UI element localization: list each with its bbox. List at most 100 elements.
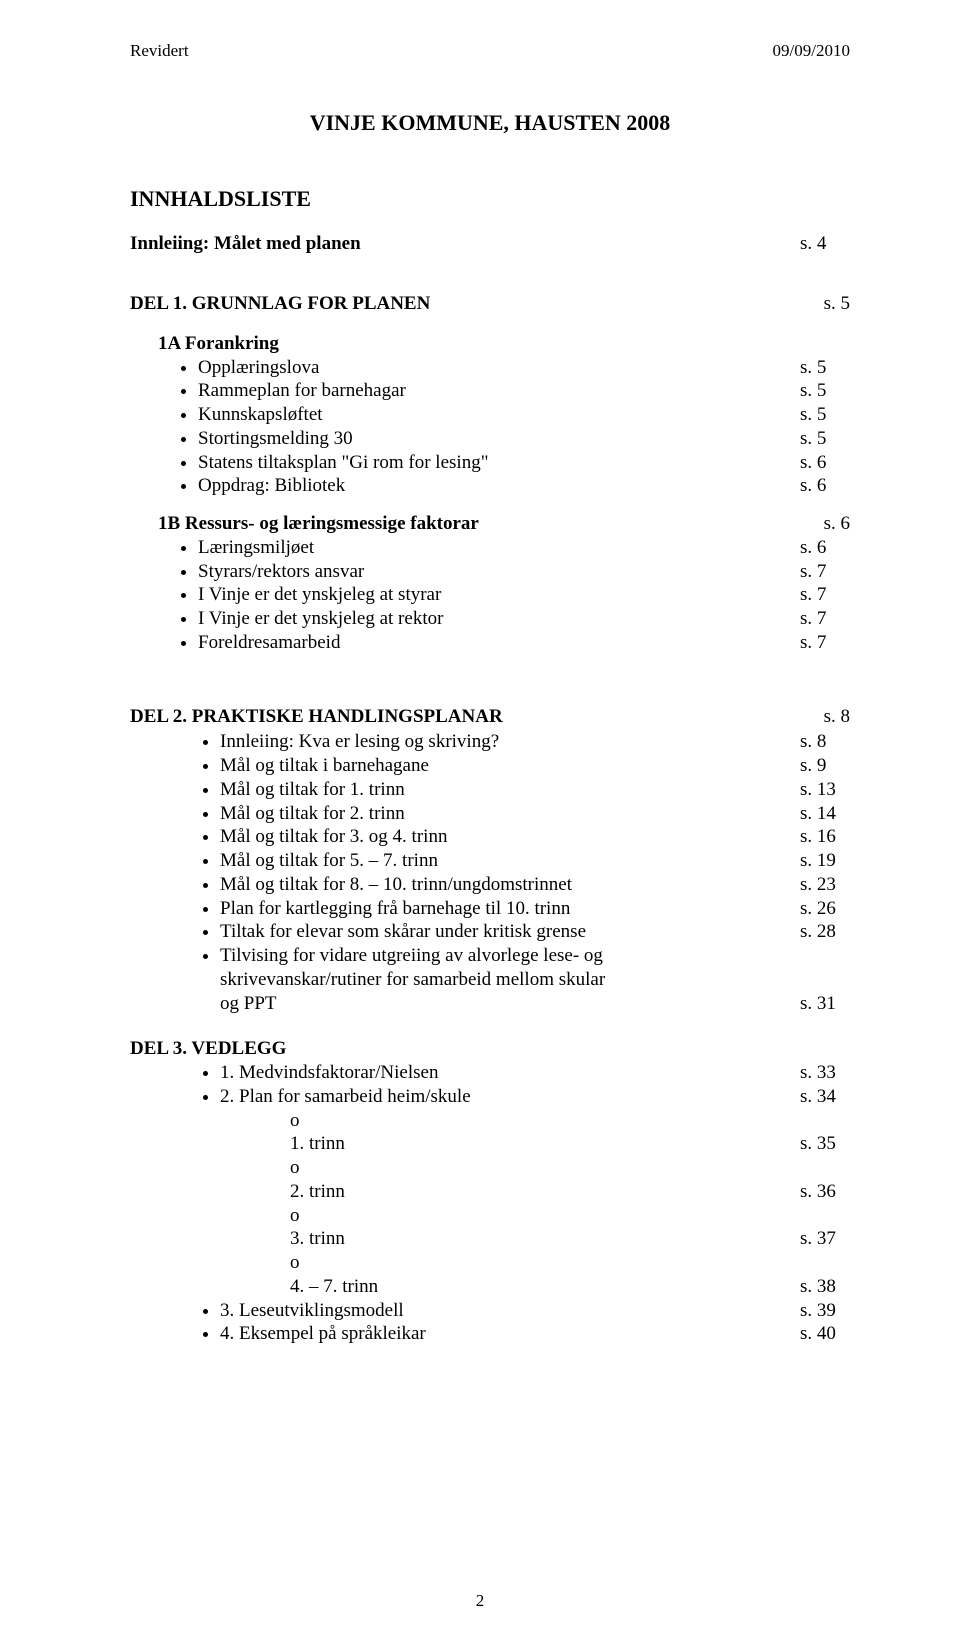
list-item: Rammeplan for barnehagars. 5 — [198, 379, 850, 403]
item-page: s. 5 — [800, 356, 850, 380]
item-label: Mål og tiltak for 8. – 10. trinn/ungdoms… — [220, 873, 800, 897]
del1b-title: 1B Ressurs- og læringsmessige faktorar — [158, 512, 479, 536]
item-label: 4. Eksempel på språkleikar — [220, 1322, 800, 1346]
list-item: Mål og tiltak for 8. – 10. trinn/ungdoms… — [220, 873, 850, 897]
del1-heading: DEL 1. GRUNNLAG FOR PLANEN s. 5 — [130, 292, 850, 316]
item-label: Stortingsmelding 30 — [198, 427, 800, 451]
item-label: Mål og tiltak for 3. og 4. trinn — [220, 825, 800, 849]
sub-page: s. 38 — [800, 1275, 850, 1299]
list-item: Mål og tiltak for 2. trinns. 14 — [220, 802, 850, 826]
sub-label: 4. – 7. trinn — [290, 1275, 800, 1299]
del2-heading: DEL 2. PRAKTISKE HANDLINGSPLANAR s. 8 — [130, 705, 850, 729]
sub-label: 3. trinn — [290, 1227, 800, 1251]
sub-page: s. 37 — [800, 1227, 850, 1251]
del3-sublist: 1. trinns. 35 2. trinns. 36 3. trinns. 3… — [290, 1109, 850, 1299]
list-item: Mål og tiltak for 3. og 4. trinns. 16 — [220, 825, 850, 849]
list-item-multiline: Tilvising for vidare utgreiing av alvorl… — [220, 944, 850, 1015]
item-page: s. 7 — [800, 631, 850, 655]
item-page: s. 33 — [800, 1061, 850, 1085]
item-page: s. 26 — [800, 897, 850, 921]
item-label: I Vinje er det ynskjeleg at rektor — [198, 607, 800, 631]
del1b-page: s. 6 — [824, 512, 850, 536]
item-page: s. 16 — [800, 825, 850, 849]
item-page: s. 31 — [800, 992, 850, 1016]
sub-label: 2. trinn — [290, 1180, 800, 1204]
list-item: Plan for kartlegging frå barnehage til 1… — [220, 897, 850, 921]
item-label: Mål og tiltak for 2. trinn — [220, 802, 800, 826]
item-label: Mål og tiltak for 1. trinn — [220, 778, 800, 802]
item-page: s. 7 — [800, 560, 850, 584]
list-item: 4. Eksempel på språkleikars. 40 — [220, 1322, 850, 1346]
list-item: Mål og tiltak for 1. trinns. 13 — [220, 778, 850, 802]
item-label: Foreldresamarbeid — [198, 631, 800, 655]
list-item: Styrars/rektors ansvars. 7 — [198, 560, 850, 584]
item-label: I Vinje er det ynskjeleg at styrar — [198, 583, 800, 607]
item-page: s. 40 — [800, 1322, 850, 1346]
item-page: s. 19 — [800, 849, 850, 873]
header-left: Revidert — [130, 40, 189, 61]
list-item: Mål og tiltak for 5. – 7. trinns. 19 — [220, 849, 850, 873]
item-page: s. 9 — [800, 754, 850, 778]
list-item: Statens tiltaksplan "Gi rom for lesing"s… — [198, 451, 850, 475]
item-label: Rammeplan for barnehagar — [198, 379, 800, 403]
del1-title: DEL 1. GRUNNLAG FOR PLANEN — [130, 292, 430, 316]
item-label: Mål og tiltak i barnehagane — [220, 754, 800, 778]
item-page: s. 8 — [800, 730, 850, 754]
sub-item: 3. trinns. 37 — [290, 1204, 850, 1252]
item-label: Statens tiltaksplan "Gi rom for lesing" — [198, 451, 800, 475]
list-item: Foreldresamarbeids. 7 — [198, 631, 850, 655]
list-item: I Vinje er det ynskjeleg at styrars. 7 — [198, 583, 850, 607]
list-item: I Vinje er det ynskjeleg at rektors. 7 — [198, 607, 850, 631]
item-label: Oppdrag: Bibliotek — [198, 474, 800, 498]
intro-row: Innleiing: Målet med planen s. 4 — [130, 232, 850, 256]
item-page: s. 13 — [800, 778, 850, 802]
item-page: s. 5 — [800, 403, 850, 427]
del2-page: s. 8 — [824, 705, 850, 729]
item-label: Kunnskapsløftet — [198, 403, 800, 427]
sub-label: 1. trinn — [290, 1132, 800, 1156]
del1a-title: 1A Forankring — [158, 332, 850, 356]
toc-title: INNHALDSLISTE — [130, 185, 850, 213]
item-page: s. 6 — [800, 474, 850, 498]
list-item: Tiltak for elevar som skårar under kriti… — [220, 920, 850, 944]
list-item: Innleiing: Kva er lesing og skriving?s. … — [220, 730, 850, 754]
del1b-list: Læringsmiljøets. 6 Styrars/rektors ansva… — [198, 536, 850, 655]
del1a-list: Opplæringslovas. 5 Rammeplan for barneha… — [198, 356, 850, 499]
header-right: 09/09/2010 — [773, 40, 850, 61]
page-header: Revidert 09/09/2010 — [130, 40, 850, 61]
del1b-heading: 1B Ressurs- og læringsmessige faktorar s… — [158, 512, 850, 536]
document-page: Revidert 09/09/2010 VINJE KOMMUNE, HAUST… — [0, 0, 960, 1627]
list-item: Læringsmiljøets. 6 — [198, 536, 850, 560]
del3-list: 1. Medvindsfaktorar/Nielsens. 33 2. Plan… — [220, 1061, 850, 1346]
document-title: VINJE KOMMUNE, HAUSTEN 2008 — [130, 109, 850, 137]
item-label: 2. Plan for samarbeid heim/skule — [220, 1085, 800, 1109]
item-label: Opplæringslova — [198, 356, 800, 380]
sub-item: 2. trinns. 36 — [290, 1156, 850, 1204]
list-item: Kunnskapsløftets. 5 — [198, 403, 850, 427]
del2-title: DEL 2. PRAKTISKE HANDLINGSPLANAR — [130, 705, 503, 729]
item-page: s. 5 — [800, 379, 850, 403]
del1-page: s. 5 — [824, 292, 850, 316]
list-item: 2. Plan for samarbeid heim/skules. 34 1.… — [220, 1085, 850, 1299]
item-line3: og PPT — [220, 992, 800, 1016]
item-label: Styrars/rektors ansvar — [198, 560, 800, 584]
item-page: s. 7 — [800, 607, 850, 631]
sub-page: s. 36 — [800, 1180, 850, 1204]
sub-page: s. 35 — [800, 1132, 850, 1156]
item-page: s. 6 — [800, 536, 850, 560]
item-label: 3. Leseutviklingsmodell — [220, 1299, 800, 1323]
list-item: Mål og tiltak i barnehaganes. 9 — [220, 754, 850, 778]
item-line1: Tilvising for vidare utgreiing av alvorl… — [220, 945, 603, 966]
del2-list: Innleiing: Kva er lesing og skriving?s. … — [220, 730, 850, 1015]
list-item: Opplæringslovas. 5 — [198, 356, 850, 380]
item-page: s. 23 — [800, 873, 850, 897]
item-label: Mål og tiltak for 5. – 7. trinn — [220, 849, 800, 873]
item-page: s. 6 — [800, 451, 850, 475]
page-number: 2 — [0, 1590, 960, 1611]
item-label: Plan for kartlegging frå barnehage til 1… — [220, 897, 800, 921]
list-item: 1. Medvindsfaktorar/Nielsens. 33 — [220, 1061, 850, 1085]
item-label: Læringsmiljøet — [198, 536, 800, 560]
item-page: s. 34 — [800, 1085, 850, 1109]
del3-title: DEL 3. VEDLEGG — [130, 1037, 850, 1061]
sub-item: 4. – 7. trinns. 38 — [290, 1251, 850, 1299]
